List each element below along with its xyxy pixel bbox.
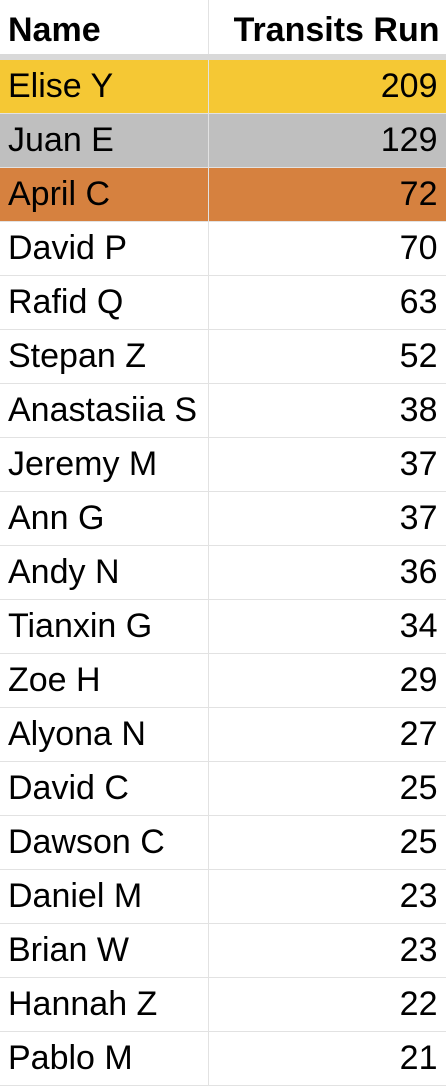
cell-transits-run[interactable]: 70 xyxy=(208,221,446,276)
cell-transits-run[interactable]: 129 xyxy=(208,113,446,168)
cell-transits-run[interactable]: 37 xyxy=(208,491,446,546)
cell-name[interactable]: Brian W xyxy=(0,923,209,978)
cell-transits-run[interactable]: 209 xyxy=(208,57,446,114)
cell-name[interactable]: Alyona N xyxy=(0,707,209,762)
cell-transits-run[interactable]: 36 xyxy=(208,545,446,600)
column-header-name[interactable]: Name xyxy=(0,0,209,60)
column-header-transits-run[interactable]: Transits Run xyxy=(208,0,446,60)
table-row: David P 70 xyxy=(0,221,446,276)
table-row: Ann G 37 xyxy=(0,491,446,546)
table-row: Zoe H 29 xyxy=(0,653,446,708)
cell-name[interactable]: Daniel M xyxy=(0,869,209,924)
cell-name[interactable]: Hannah Z xyxy=(0,977,209,1032)
table-row: Stepan Z 52 xyxy=(0,329,446,384)
cell-transits-run[interactable]: 52 xyxy=(208,329,446,384)
cell-name[interactable]: David C xyxy=(0,761,209,816)
table-row: Daniel M 23 xyxy=(0,869,446,924)
cell-name[interactable]: April C xyxy=(0,167,209,222)
cell-name[interactable]: Andy N xyxy=(0,545,209,600)
cell-transits-run[interactable]: 23 xyxy=(208,923,446,978)
cell-name[interactable]: Jeremy M xyxy=(0,437,209,492)
cell-transits-run[interactable]: 63 xyxy=(208,275,446,330)
cell-transits-run[interactable]: 25 xyxy=(208,815,446,870)
cell-name[interactable]: Pablo M xyxy=(0,1031,209,1086)
cell-name[interactable]: Rafid Q xyxy=(0,275,209,330)
cell-name[interactable]: Ann G xyxy=(0,491,209,546)
cell-transits-run[interactable]: 72 xyxy=(208,167,446,222)
cell-name[interactable]: Juan E xyxy=(0,113,209,168)
table-row: Elise Y 209 xyxy=(0,57,446,114)
table-body: Elise Y 209 Juan E 129 April C 72 David P 70 Raf… xyxy=(0,57,446,1086)
table-row: Tianxin G 34 xyxy=(0,599,446,654)
cell-name[interactable]: Dawson C xyxy=(0,815,209,870)
table-row: Rafid Q 63 xyxy=(0,275,446,330)
cell-name[interactable]: David P xyxy=(0,221,209,276)
cell-name[interactable]: Zoe H xyxy=(0,653,209,708)
table-row: Alyona N 27 xyxy=(0,707,446,762)
table-row: Andy N 36 xyxy=(0,545,446,600)
cell-name[interactable]: Tianxin G xyxy=(0,599,209,654)
cell-transits-run[interactable]: 22 xyxy=(208,977,446,1032)
cell-name[interactable]: Stepan Z xyxy=(0,329,209,384)
table-row: Pablo M 21 xyxy=(0,1031,446,1086)
cell-transits-run[interactable]: 25 xyxy=(208,761,446,816)
cell-transits-run[interactable]: 21 xyxy=(208,1031,446,1086)
table-row: April C 72 xyxy=(0,167,446,222)
table-row: Brian W 23 xyxy=(0,923,446,978)
header-row: Name Transits Run xyxy=(0,0,446,60)
cell-transits-run[interactable]: 29 xyxy=(208,653,446,708)
cell-transits-run[interactable]: 37 xyxy=(208,437,446,492)
table-row: Hannah Z 22 xyxy=(0,977,446,1032)
table-row: Juan E 129 xyxy=(0,113,446,168)
table-row: Anastasiia S 38 xyxy=(0,383,446,438)
table-row: Jeremy M 37 xyxy=(0,437,446,492)
cell-transits-run[interactable]: 34 xyxy=(208,599,446,654)
cell-transits-run[interactable]: 23 xyxy=(208,869,446,924)
cell-name[interactable]: Elise Y xyxy=(0,57,209,114)
table-header: Name Transits Run xyxy=(0,0,446,60)
table-row: Dawson C 25 xyxy=(0,815,446,870)
cell-transits-run[interactable]: 38 xyxy=(208,383,446,438)
table-row: David C 25 xyxy=(0,761,446,816)
cell-transits-run[interactable]: 27 xyxy=(208,707,446,762)
cell-name[interactable]: Anastasiia S xyxy=(0,383,209,438)
